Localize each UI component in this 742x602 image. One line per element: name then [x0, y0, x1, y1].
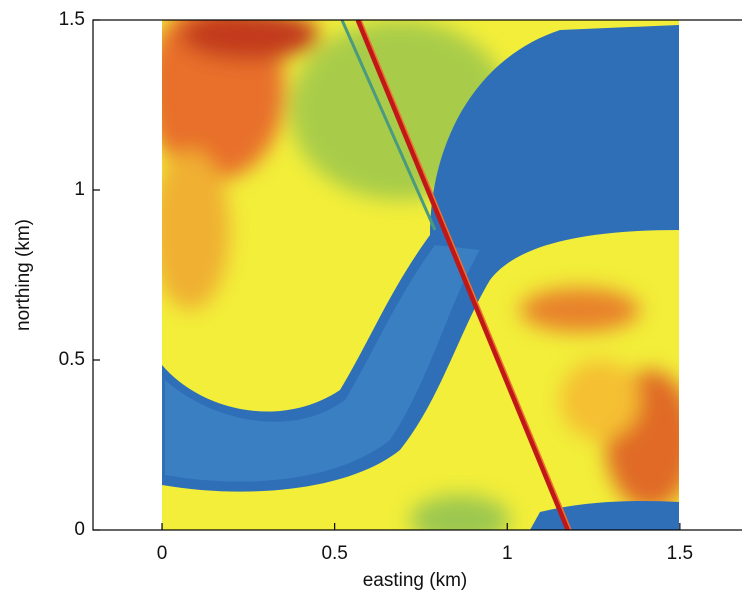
chart: easting (km) northing (km) 0 0.5 1 1.5 0 0.5 1… — [0, 0, 742, 602]
x-tick-label: 1 — [502, 543, 513, 564]
page: easting (km) northing (km) 0 0.5 1 1.5 0 0.5 1… — [0, 0, 742, 602]
y-tick-label: 1 — [74, 179, 85, 200]
x-tick-label: 0 — [157, 543, 168, 564]
y-tick-label: 0 — [74, 519, 85, 540]
y-axis-label: northing (km) — [13, 219, 34, 331]
x-axis-label: easting (km) — [363, 570, 468, 591]
y-tick-label: 0.5 — [59, 349, 85, 370]
y-tick-label: 1.5 — [59, 9, 85, 30]
river-image — [145, 0, 695, 545]
x-tick-label: 0.5 — [321, 543, 347, 564]
x-tick-label: 1.5 — [667, 543, 693, 564]
